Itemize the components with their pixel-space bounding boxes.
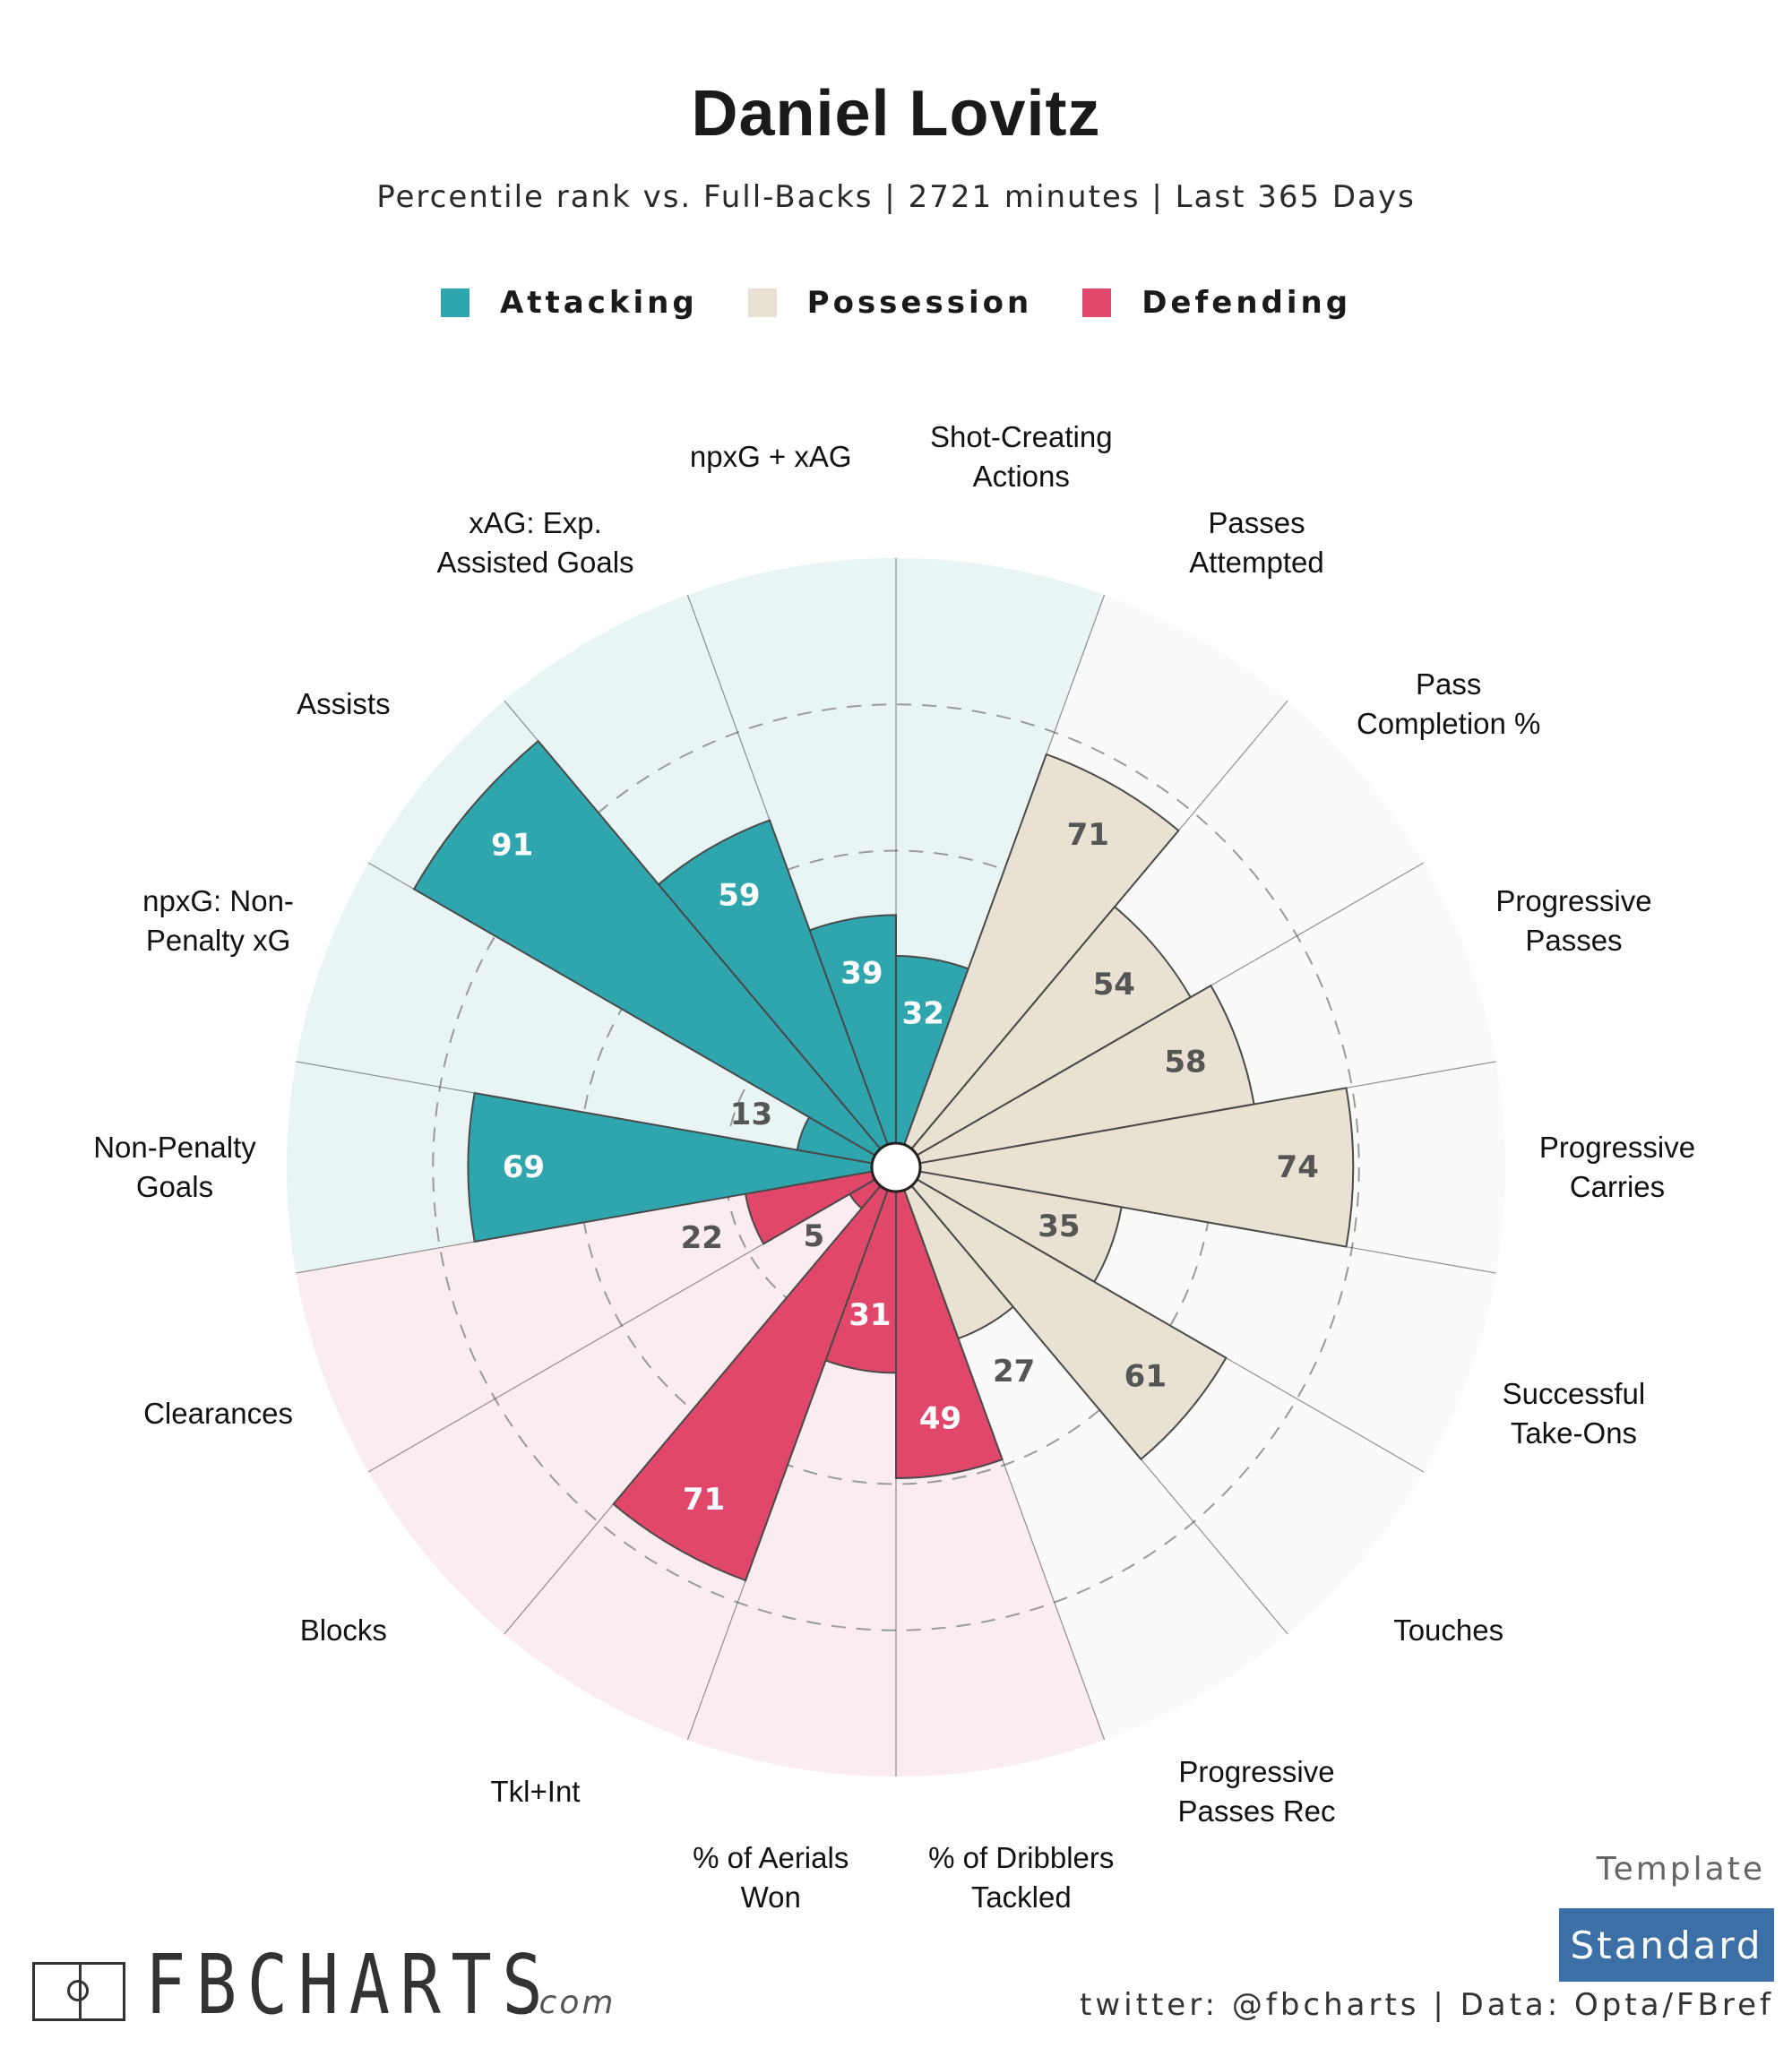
fbcharts-logo: FBCHARTS .com [32,1944,616,2026]
chart-subtitle: Percentile rank vs. Full-Backs | 2721 mi… [376,179,1416,215]
value-label: 54 [1093,967,1135,1002]
value-label: 5 [804,1218,825,1254]
spoke-line [910,1185,1288,1635]
value-label: 71 [683,1482,725,1518]
spoke-line [504,700,882,1149]
category-label: Pass Completion % [1356,667,1541,740]
spoke-line [903,1190,1106,1741]
category-label: Assists [297,686,391,720]
credits: twitter: @fbcharts | Data: Opta/FBref [1080,1987,1774,2023]
spoke-line [367,1178,875,1473]
category-label: Progressive Passes [1495,883,1652,957]
category-label: % of Dribblers Tackled [928,1840,1115,1914]
legend: Attacking Possession Defending [0,285,1792,321]
value-label: 59 [718,878,760,914]
legend-label-possession: Possession [806,285,1033,321]
value-label: 22 [681,1220,723,1256]
chart-title: Daniel Lovitz [691,78,1101,150]
spoke-line [910,700,1288,1149]
category-label: % of Aerials Won [693,1840,849,1914]
category-label: Tkl+Int [490,1775,581,1809]
value-label: 61 [1124,1359,1167,1395]
value-label: 74 [1277,1149,1319,1185]
spoke-line [919,1171,1496,1274]
category-label: Touches [1393,1613,1504,1648]
legend-item-possession: Possession [747,285,1033,321]
spoke-line [686,1190,889,1741]
legend-swatch-attacking [440,288,470,317]
legend-swatch-defending [1082,288,1112,317]
background-sector [296,863,875,1164]
legend-swatch-possession [747,288,777,317]
background-sector [904,1185,1288,1740]
background-sector [296,1171,875,1472]
template-label: Template [1596,1851,1765,1888]
category-label: Non-Penalty Goals [93,1131,256,1203]
background-sector [368,1179,881,1634]
value-label: 69 [503,1149,545,1185]
logo-text: FBCHARTS [145,1937,554,2033]
category-label: Blocks [299,1613,387,1648]
spoke-line [504,1185,882,1635]
spoke-line [917,1178,1425,1473]
value-label: 39 [840,956,883,992]
logo-suffix: .com [526,1984,616,2021]
category-label: Shot-Creating Actions [929,420,1113,494]
category-label: npxG + xAG [689,440,852,474]
grid-circle [432,703,1360,1631]
category-label: xAG: Exp. Assisted Goals [436,505,634,579]
spoke-line [367,862,875,1157]
value-label: 31 [849,1297,891,1333]
legend-label-attacking: Attacking [499,285,698,321]
legend-item-defending: Defending [1082,285,1351,321]
spoke-line [686,594,889,1145]
value-label: 32 [902,996,944,1032]
category-label: Progressive Passes Rec [1177,1755,1336,1829]
template-badge: Standard [1559,1908,1774,1982]
spoke-line [296,1061,873,1164]
spoke-line [903,594,1106,1145]
value-label: 71 [1067,817,1109,853]
category-label: Passes Attempted [1189,505,1324,579]
category-label: Successful Take-Ons [1502,1377,1646,1450]
pitch-icon [32,1962,125,2021]
value-label: 58 [1164,1044,1206,1080]
value-label: 91 [491,828,533,864]
value-label: 27 [993,1354,1035,1390]
legend-label-defending: Defending [1142,285,1352,321]
value-label: 35 [1038,1209,1080,1244]
center-hole [870,1141,922,1193]
category-label: Progressive Carries [1538,1131,1696,1203]
category-label: Clearances [143,1397,293,1431]
category-label: npxG: Non- Penalty xG [142,883,294,957]
value-label: 49 [919,1401,961,1437]
spoke-line [919,1061,1496,1164]
legend-item-attacking: Attacking [440,285,698,321]
spoke-line [917,862,1425,1157]
spoke-line [296,1171,873,1274]
value-label: 13 [730,1097,772,1132]
